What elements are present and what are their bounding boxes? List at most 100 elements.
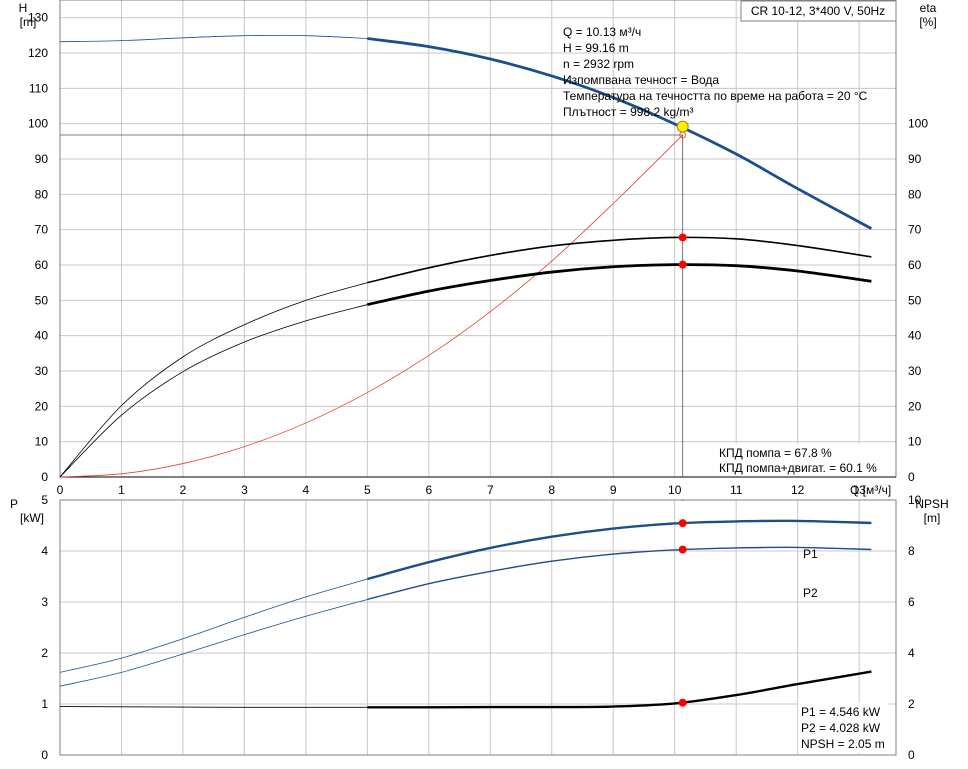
result-p2: P2 = 4.028 kW xyxy=(801,721,881,735)
x-tick-label: 3 xyxy=(241,483,248,497)
curve-eff-total-thin xyxy=(59,304,368,478)
left-y-tick-label: 100 xyxy=(28,117,48,131)
curve-head xyxy=(367,37,873,230)
marker-p2 xyxy=(678,545,687,554)
info-q: Q = 10.13 м³/ч xyxy=(563,25,641,39)
left-y-tick-label: 110 xyxy=(29,81,48,95)
bottom-panel-grid xyxy=(59,499,897,756)
bottom-left-y-tick-label: 4 xyxy=(41,544,48,558)
info-temperature: Температура на течността по време на раб… xyxy=(563,89,868,103)
info-h: H = 99.16 m xyxy=(563,41,629,55)
duty-point xyxy=(676,120,689,133)
bottom-right-y-tick-label: 4 xyxy=(908,646,915,660)
x-tick-label: 12 xyxy=(791,483,805,497)
curve-p2 xyxy=(367,546,872,601)
info-density: Плътност = 998.2 kg/m³ xyxy=(563,105,693,119)
x-axis-label: Q [м³/ч] xyxy=(850,483,891,497)
left-y-tick-label: 40 xyxy=(35,329,49,343)
bottom-left-y-tick-label: 5 xyxy=(41,493,48,507)
series-label-p1: P1 xyxy=(803,547,818,561)
x-tick-label: 10 xyxy=(668,483,682,497)
bottom-right-y-tick-label: 8 xyxy=(908,544,915,558)
curve-head-thin xyxy=(59,34,368,43)
top-left-axis-label: H [m] xyxy=(19,1,37,29)
left-y-tick-label: 70 xyxy=(35,223,49,237)
top-panel-grid xyxy=(59,0,897,478)
info-n: n = 2932 rpm xyxy=(563,57,634,71)
curve-p1 xyxy=(367,519,872,581)
top-panel-series xyxy=(59,34,873,478)
x-tick-label: 0 xyxy=(57,483,64,497)
series-label-p2: P2 xyxy=(803,586,818,600)
bottom-right-axis-label: NPSH [m] xyxy=(915,497,948,525)
bottom-left-y-tick-label: 1 xyxy=(41,697,48,711)
right-y-tick-label: 40 xyxy=(908,329,922,343)
efficiency-marker xyxy=(678,260,687,269)
x-tick-label: 11 xyxy=(730,483,743,497)
bottom-right-y-tick-label: 2 xyxy=(908,697,915,711)
left-y-tick-label: 120 xyxy=(28,46,48,60)
x-tick-label: 2 xyxy=(180,483,187,497)
curve-eff-total xyxy=(367,263,872,306)
left-y-tick-label: 0 xyxy=(41,470,48,484)
product-label: CR 10-12, 3*400 V, 50Hz xyxy=(751,4,885,18)
product-label-box xyxy=(740,0,897,22)
top-panel-ticks: 0 1 2 3 4 5 6 7 8 9 10 11 12 130102030405060708090100… xyxy=(28,11,928,497)
curve-eff-pump xyxy=(367,236,872,284)
bottom-left-axis-label: P[kW] xyxy=(10,497,44,525)
x-tick-label: 9 xyxy=(610,483,617,497)
duty-info: Q = 10.13 м³/ч H = 99.16 m n = 2932 rpm … xyxy=(563,25,868,119)
x-tick-label: 13 xyxy=(852,483,866,497)
top-results: КПД помпа = 67.8 % КПД помпа+двигат. = 6… xyxy=(716,444,886,476)
bottom-right-y-tick-label: 0 xyxy=(908,748,915,762)
right-y-tick-label: 90 xyxy=(908,152,922,166)
right-y-tick-label: 0 xyxy=(908,470,915,484)
bottom-right-y-tick-label: 6 xyxy=(908,595,915,609)
curve-system xyxy=(59,134,683,478)
bottom-right-y-tick-label: 10 xyxy=(908,493,922,507)
bottom-plot-frame xyxy=(59,499,897,756)
right-y-tick-label: 50 xyxy=(908,293,922,307)
efficiency-marker xyxy=(678,233,687,242)
top-right-axis-label: eta [%] xyxy=(919,1,936,29)
result-p1: P1 = 4.546 kW xyxy=(801,705,881,719)
curve-eff-pump-thin xyxy=(59,282,368,478)
result-eff-total: КПД помпа+двигат. = 60.1 % xyxy=(719,461,877,475)
curve-p2-thin xyxy=(59,599,368,687)
left-y-tick-label: 130 xyxy=(28,11,48,25)
info-liquid: Изпомпвана течност = Вода xyxy=(563,73,719,87)
result-eff-pump: КПД помпа = 67.8 % xyxy=(719,446,832,460)
result-npsh: NPSH = 2.05 m xyxy=(801,737,885,751)
left-y-tick-label: 10 xyxy=(35,435,49,449)
left-y-tick-label: 60 xyxy=(35,258,49,272)
left-y-tick-label: 30 xyxy=(35,364,49,378)
bottom-left-y-tick-label: 2 xyxy=(41,646,48,660)
right-y-tick-label: 100 xyxy=(908,117,928,131)
x-tick-label: 6 xyxy=(425,483,432,497)
bottom-results: P1 = 4.546 kW P2 = 4.028 kW NPSH = 2.05 … xyxy=(798,703,888,753)
top-results-bg xyxy=(716,444,886,476)
right-y-tick-label: 70 xyxy=(908,223,922,237)
x-tick-label: 7 xyxy=(487,483,494,497)
right-y-tick-label: 10 xyxy=(908,435,922,449)
right-y-tick-label: 80 xyxy=(908,187,922,201)
curve-p1-thin xyxy=(59,578,368,673)
left-y-tick-label: 80 xyxy=(35,187,49,201)
x-tick-label: 4 xyxy=(303,483,310,497)
marker-npsh xyxy=(678,698,687,707)
x-tick-label: 8 xyxy=(548,483,555,497)
bottom-left-y-tick-label: 3 xyxy=(41,595,48,609)
x-tick-label: 5 xyxy=(364,483,371,497)
x-tick-label: 1 xyxy=(118,483,125,497)
bottom-left-y-tick-label: 0 xyxy=(41,748,48,762)
right-y-tick-label: 20 xyxy=(908,399,922,413)
bottom-results-bg xyxy=(798,703,888,753)
right-y-tick-label: 60 xyxy=(908,258,922,272)
right-y-tick-label: 30 xyxy=(908,364,922,378)
marker-p1 xyxy=(678,519,687,528)
curve-npsh-thin xyxy=(59,706,368,708)
top-plot-frame xyxy=(59,0,897,478)
left-y-tick-label: 90 xyxy=(35,152,49,166)
